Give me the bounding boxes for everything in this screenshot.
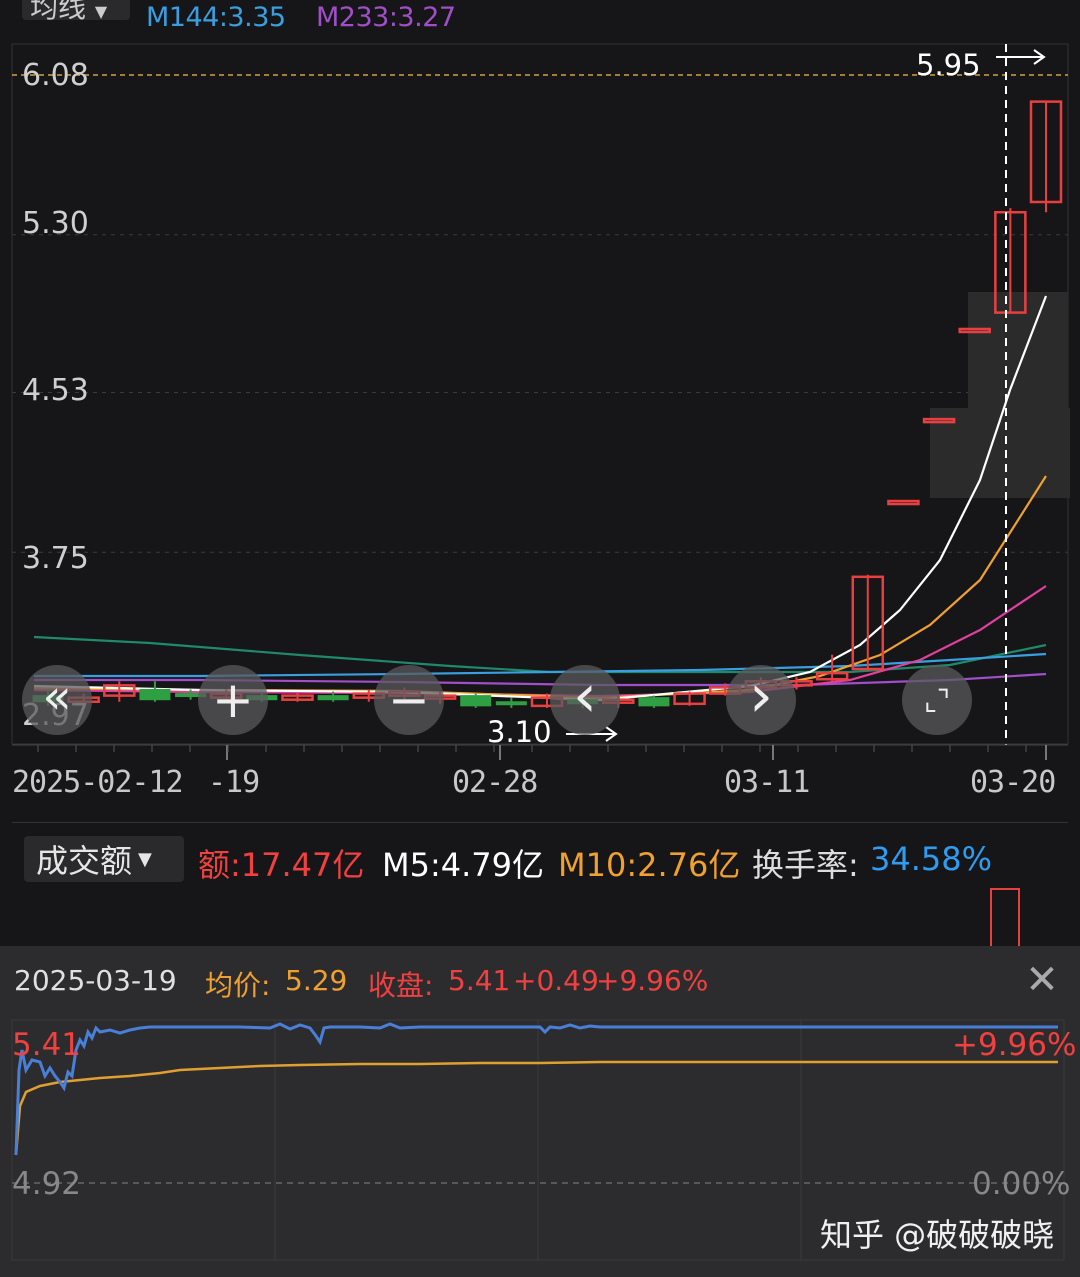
low-marker-label: 3.10: [487, 715, 552, 749]
candles: [32, 100, 1063, 708]
candle-body: [958, 327, 991, 334]
kline-chart[interactable]: 5.95 3.10: [0, 0, 1080, 760]
date-ticks: [37, 745, 1047, 760]
volume-amount: 额:17.47亿: [198, 846, 365, 884]
volume-m5: M5:4.79亿: [382, 846, 545, 884]
candle-body: [103, 684, 136, 697]
plus-icon: +: [212, 671, 254, 729]
candle-body: [673, 692, 706, 706]
popup-date: 2025-03-19: [14, 964, 177, 997]
candle-body: [495, 701, 527, 706]
ma-white-line: [33, 295, 1048, 702]
date-label-end: 03-20: [970, 765, 1056, 800]
intraday-base-price: 4.92: [12, 1166, 82, 1202]
turnover-label: 换手率:: [752, 846, 859, 884]
candle-body: [1029, 100, 1063, 204]
ma144-line: [34, 652, 1047, 678]
candle-body: [139, 688, 171, 701]
candle-body: [851, 575, 885, 671]
close-price-value: 5.41: [448, 964, 511, 997]
chevron-left-icon: ‹: [573, 661, 597, 731]
intraday-popup[interactable]: 2025-03-19 均价: 5.29 收盘: 5.41 +0.49 +9.96…: [0, 946, 1080, 1277]
indicator-bar: 均线 ▼ M144:3.35 M233:3.27: [0, 0, 1080, 44]
chevron-right-icon: ›: [749, 661, 773, 731]
prev-button[interactable]: ‹: [550, 661, 620, 735]
close-price-label: 收盘:: [368, 969, 434, 1002]
volume-m10: M10:2.76亿: [558, 846, 741, 884]
intraday-top-price: 5.41: [12, 1027, 82, 1063]
chevron-down-icon: ▼: [94, 2, 108, 21]
watermark: 知乎 @破破破晓: [820, 1216, 1055, 1254]
fullscreen-icon: ⌞⌝: [923, 683, 951, 717]
avg-price-label: 均价:: [205, 969, 271, 1002]
zoom-out-button[interactable]: −: [374, 665, 444, 735]
date-label-2: -19: [208, 765, 260, 800]
ma233-legend: M233:3.27: [316, 2, 456, 33]
date-label-4: 03-11: [724, 765, 810, 800]
volume-selector-label: 成交额: [36, 842, 133, 880]
volume-indicator-selector[interactable]: 成交额 ▼: [24, 836, 184, 882]
indicator-selector[interactable]: 均线 ▼: [22, 0, 130, 24]
price-label-4: 3.75: [22, 541, 89, 576]
ma-orange-line: [33, 475, 1047, 700]
price-label-3: 4.53: [22, 373, 89, 408]
candle-body: [815, 671, 849, 681]
turnover-value: 34.58%: [870, 840, 993, 878]
kline-border: [11, 43, 1069, 745]
next-button[interactable]: ›: [726, 661, 796, 735]
high-marker-label: 5.95: [916, 48, 981, 82]
price-change-pct: +9.96%: [596, 964, 709, 997]
intraday-top-pct: +9.96%: [952, 1027, 1077, 1063]
high-marker-arrow-icon: [996, 49, 1046, 65]
ma-lines: [33, 295, 1048, 702]
chevron-down-icon: ▼: [138, 848, 152, 870]
double-chevron-left-icon: «: [42, 669, 72, 725]
candle-body: [281, 694, 314, 701]
indicator-selector-label: 均线: [30, 0, 87, 24]
candle-body: [994, 210, 1027, 314]
price-change: +0.49: [513, 964, 599, 997]
volume-bar: [990, 888, 1020, 948]
section-divider: [12, 822, 1068, 823]
intraday-avg-line: [14, 1060, 1058, 1156]
candle-body: [922, 417, 956, 424]
intraday-base-pct: 0.00%: [972, 1166, 1071, 1202]
zoom-in-button[interactable]: +: [198, 665, 268, 735]
fullscreen-button[interactable]: ⌞⌝: [902, 665, 972, 735]
avg-price-value: 5.29: [285, 964, 348, 997]
fast-back-button[interactable]: «: [22, 665, 92, 735]
date-label-start: 2025-02-12: [12, 765, 184, 800]
date-label-3: 02-28: [452, 765, 538, 800]
minus-icon: −: [388, 671, 430, 729]
limit-zone-shade-2: [968, 292, 1068, 410]
intraday-price-line: [14, 1022, 1058, 1156]
candle-body: [460, 695, 492, 707]
candle-body: [317, 695, 349, 701]
intraday-chart: [11, 1019, 1065, 1261]
candle-body: [638, 697, 670, 707]
close-icon[interactable]: ✕: [1025, 957, 1059, 1003]
price-label-top: 6.08: [22, 58, 89, 93]
price-label-2: 5.30: [22, 206, 89, 241]
ma144-legend: M144:3.35: [146, 2, 286, 33]
candle-body: [887, 499, 920, 506]
